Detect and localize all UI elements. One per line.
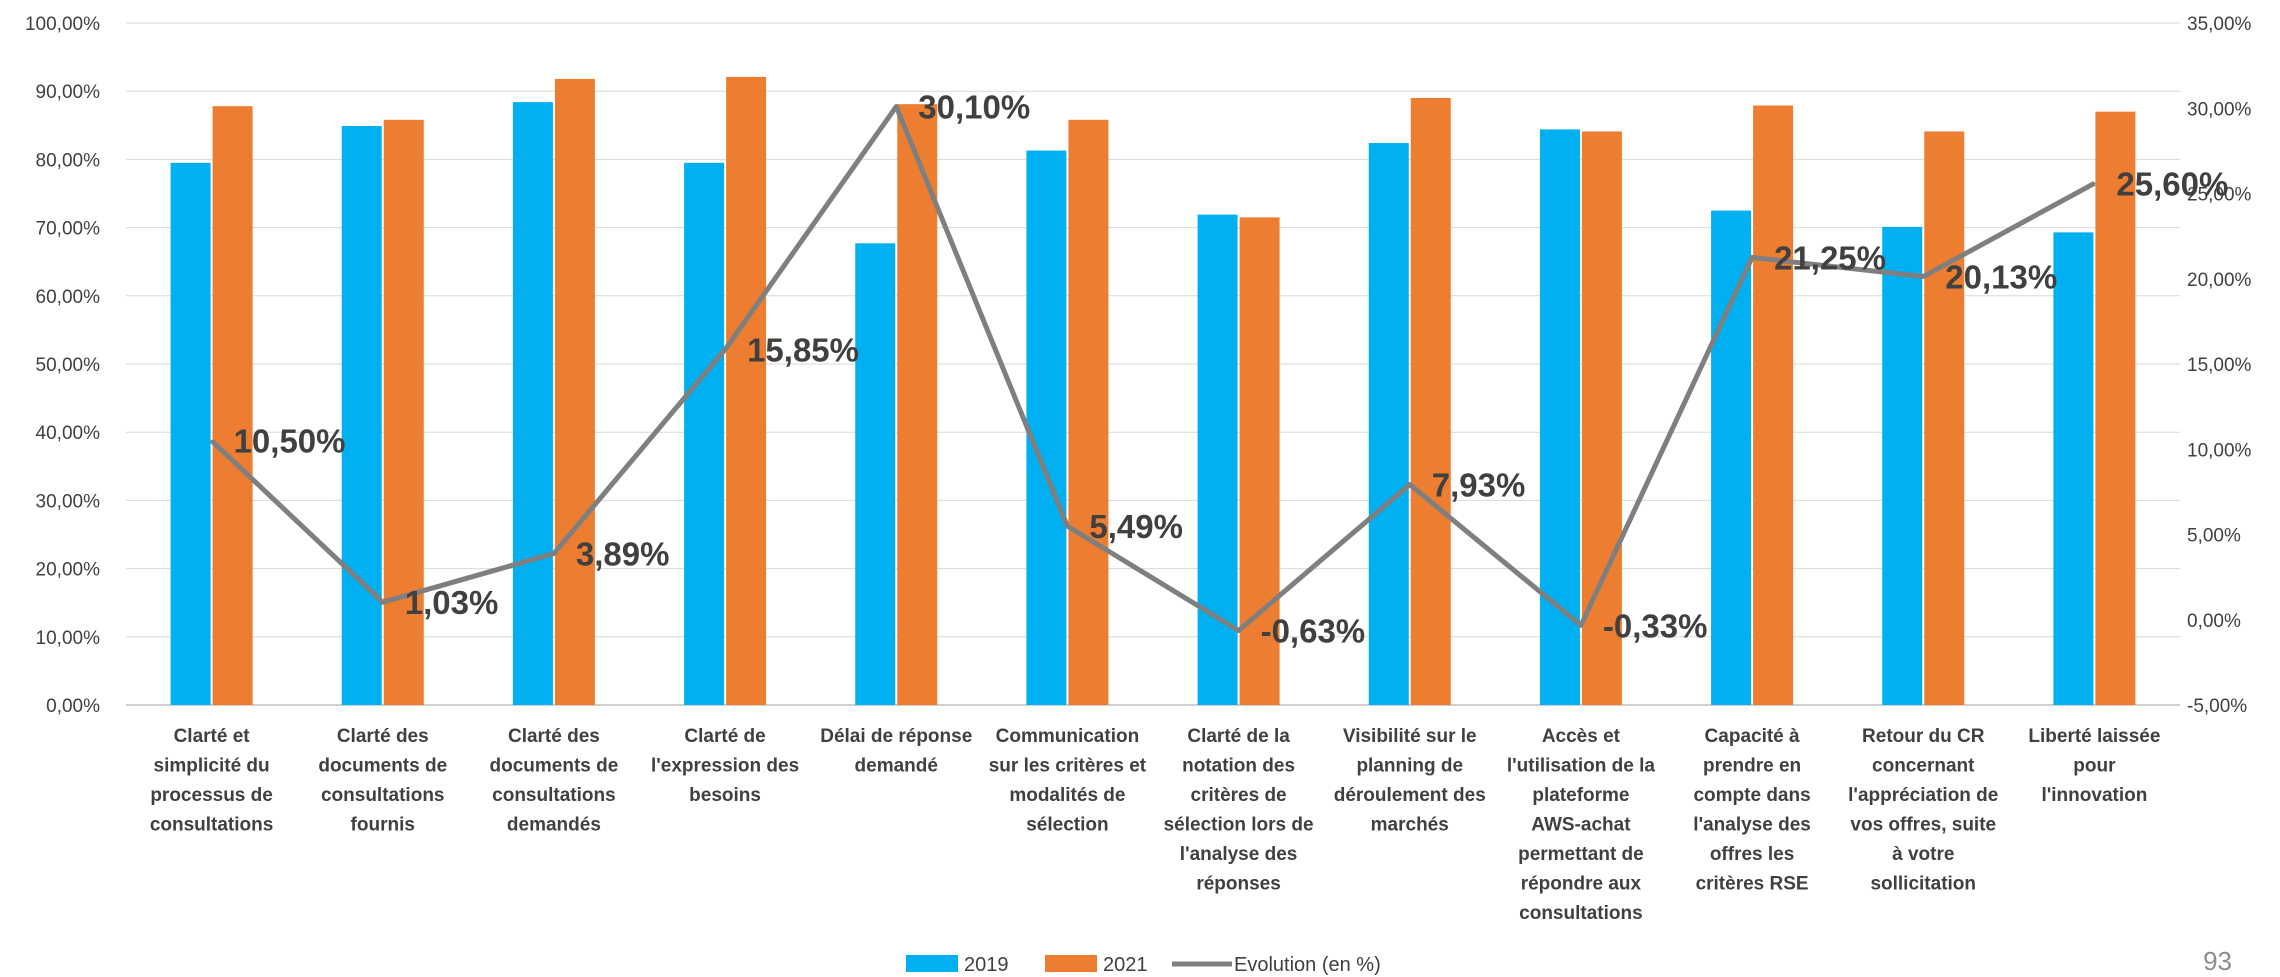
evolution-data-label: 15,85%	[747, 332, 859, 369]
left-tick-label: 100,00%	[25, 14, 100, 35]
bar-2019	[170, 162, 211, 705]
bar-2019	[1711, 210, 1752, 706]
right-tick-label: 25,00%	[2187, 185, 2252, 206]
evolution-data-label: -0,33%	[1603, 607, 1708, 644]
left-tick-label: 80,00%	[36, 150, 101, 171]
evolution-point	[895, 105, 898, 108]
evolution-data-label: 1,03%	[405, 584, 499, 621]
right-tick-label: 5,00%	[2187, 526, 2241, 547]
bar-2021	[2095, 111, 2136, 705]
left-tick-label: 40,00%	[36, 423, 101, 444]
category-label: Clarté de l'expression des besoins	[651, 726, 799, 806]
left-tick-label: 90,00%	[36, 82, 101, 103]
right-tick-label: 0,00%	[2187, 611, 2241, 632]
evolution-point	[381, 601, 384, 604]
bar-2019	[341, 125, 382, 706]
bar-2021	[1753, 105, 1794, 706]
evolution-data-label: 5,49%	[1089, 508, 1183, 545]
evolution-data-label: 20,13%	[1945, 259, 2057, 296]
category-label: Visibilité sur le planning de déroulement …	[1334, 726, 1486, 836]
legend-swatch	[906, 955, 958, 972]
category-label: Clarté et simplicité du processus de consul…	[150, 726, 274, 836]
category-label: Délai de réponse demandé	[820, 726, 972, 777]
right-tick-label: 10,00%	[2187, 440, 2252, 461]
category-label: Liberté laissée pour l'innovation	[2028, 726, 2160, 806]
left-axis-ticks: 0,00% 10,00% 20,00% 30,00% 40,00% 50,00% 60,00…	[25, 14, 100, 717]
bar-2021	[726, 76, 767, 706]
right-axis-ticks: -5,00% 0,00% 5,00% 10,00% 15,00% 20,00% 25,00%…	[2187, 14, 2252, 717]
bar-2021	[1068, 119, 1109, 706]
category-label: Clarté de la notation des critères de sélec…	[1164, 726, 1314, 895]
bar-2019	[1197, 214, 1238, 705]
evolution-point	[1579, 624, 1582, 627]
left-tick-label: 70,00%	[36, 219, 101, 240]
evolution-data-label: 10,50%	[234, 423, 346, 460]
category-label: Accès et l'utilisation de la plateforme AWS…	[1507, 726, 1656, 924]
right-tick-label: 35,00%	[2187, 14, 2252, 35]
right-tick-label: 20,00%	[2187, 270, 2252, 291]
evolution-point	[1066, 525, 1069, 528]
evolution-line-path	[209, 104, 2096, 633]
evolution-point	[210, 439, 213, 442]
bar-2019	[684, 162, 725, 705]
left-tick-label: 60,00%	[36, 287, 101, 308]
evolution-point	[1922, 275, 1925, 278]
bar-2019	[1026, 150, 1067, 705]
evolution-data-label: 30,10%	[918, 89, 1030, 126]
bars	[170, 76, 2136, 706]
right-tick-label: 30,00%	[2187, 99, 2252, 120]
right-tick-label: 15,00%	[2187, 355, 2252, 376]
bar-2021	[897, 104, 938, 705]
bar-2021	[554, 78, 595, 705]
evolution-line	[209, 104, 2096, 633]
bar-2019	[1368, 143, 1409, 706]
legend-label: 2019	[964, 954, 1009, 976]
evolution-data-label: 25,60%	[2116, 165, 2228, 202]
bar-2019	[512, 102, 553, 705]
left-tick-label: 20,00%	[36, 560, 101, 581]
evolution-point	[724, 348, 727, 351]
right-tick-label: -5,00%	[2187, 696, 2247, 717]
bar-2021	[212, 106, 253, 706]
category-label: Clarté des documents de consultations fourn…	[318, 726, 447, 836]
category-label: Capacité à prendre en compte dans l'analyse…	[1693, 726, 1811, 895]
left-tick-label: 0,00%	[46, 696, 100, 717]
evolution-point	[1408, 483, 1411, 486]
category-label: Retour du CR concernant l'appréciation de v…	[1848, 726, 1998, 895]
bar-2019	[2053, 232, 2094, 705]
bar-2021	[383, 119, 424, 706]
category-labels: Clarté et simplicité du processus de consul…	[150, 726, 2161, 924]
bar-2019	[1882, 226, 1923, 705]
left-tick-label: 10,00%	[36, 628, 101, 649]
legend: 2019 2021 Evolution (en %)	[906, 954, 1381, 976]
page-number: 93	[2203, 946, 2232, 976]
data-labels: 10,50% 1,03% 3,89% 15,85% 30,10% 5,49% -0,63% 7…	[234, 89, 2229, 650]
evolution-data-label: -0,63%	[1261, 612, 1366, 649]
bar-2021	[1924, 131, 1965, 706]
evolution-data-label: 3,89%	[576, 535, 670, 572]
legend-label: 2021	[1103, 954, 1148, 976]
evolution-data-label: 7,93%	[1432, 467, 1526, 504]
bar-2021	[1410, 98, 1451, 705]
left-tick-label: 50,00%	[36, 355, 101, 376]
evolution-point	[1237, 629, 1240, 632]
evolution-data-label: 21,25%	[1774, 239, 1886, 276]
evolution-point	[1751, 256, 1754, 259]
legend-swatch	[1045, 955, 1097, 972]
left-tick-label: 30,00%	[36, 491, 101, 512]
gridlines	[126, 22, 2180, 706]
category-label: Clarté des documents de consultations deman…	[490, 726, 619, 836]
bar-2019	[855, 243, 896, 705]
legend-label: Evolution (en %)	[1234, 954, 1381, 976]
category-label: Communication sur les critères et modalité…	[989, 726, 1147, 836]
evolution-point	[552, 552, 555, 555]
evolution-point	[2093, 182, 2096, 185]
